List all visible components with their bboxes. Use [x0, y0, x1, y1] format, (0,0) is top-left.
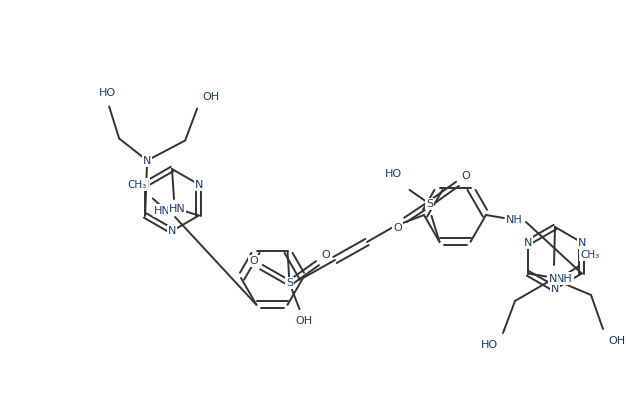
Text: OH: OH	[608, 336, 625, 346]
Text: S: S	[426, 199, 433, 209]
Text: N: N	[168, 226, 176, 236]
Text: OH: OH	[295, 316, 312, 326]
Text: HN: HN	[168, 204, 185, 214]
Text: O: O	[393, 223, 402, 233]
Text: HN: HN	[154, 206, 171, 216]
Text: N: N	[551, 284, 559, 294]
Text: O: O	[461, 171, 470, 181]
Text: N: N	[143, 156, 151, 166]
Text: NH: NH	[556, 274, 573, 283]
Text: N: N	[578, 237, 586, 247]
Text: N: N	[141, 179, 150, 189]
Text: CH₃: CH₃	[127, 179, 146, 189]
Text: N: N	[524, 237, 532, 247]
Text: HO: HO	[98, 87, 116, 98]
Text: S: S	[286, 278, 293, 288]
Text: N: N	[549, 274, 557, 284]
Text: HO: HO	[480, 340, 498, 350]
Text: O: O	[321, 250, 330, 260]
Text: O: O	[249, 256, 258, 266]
Text: CH₃: CH₃	[580, 249, 600, 260]
Text: OH: OH	[203, 91, 220, 102]
Text: HO: HO	[385, 169, 402, 179]
Text: N: N	[195, 179, 203, 189]
Text: NH: NH	[506, 215, 522, 225]
